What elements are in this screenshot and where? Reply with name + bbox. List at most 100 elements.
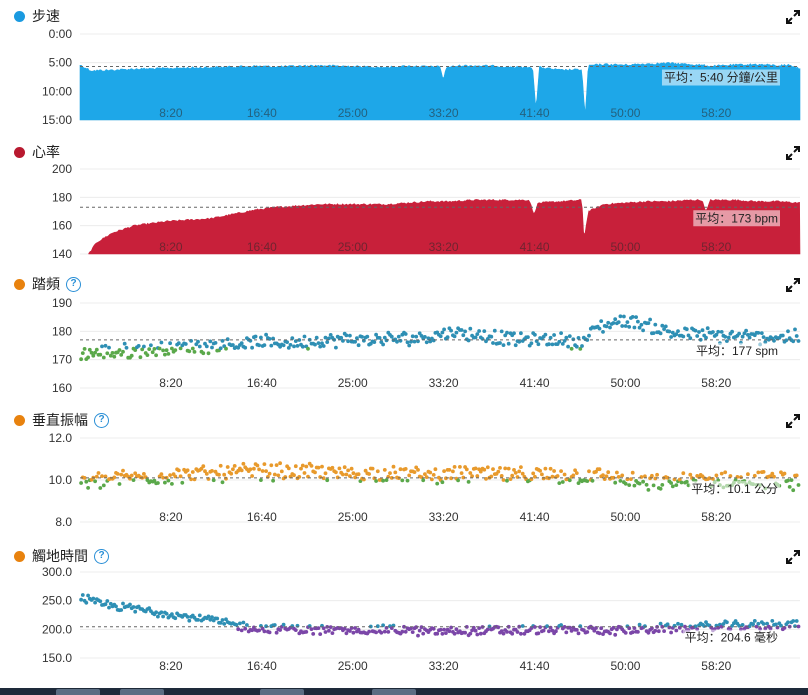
cadence-title: 踏頻 ? — [14, 274, 81, 294]
data-point — [440, 330, 445, 335]
data-point — [725, 620, 729, 625]
data-point — [192, 350, 197, 354]
data-point — [461, 475, 466, 480]
data-point — [761, 335, 766, 339]
data-point — [423, 472, 427, 476]
data-point — [325, 340, 330, 344]
data-point — [754, 624, 759, 629]
data-point — [384, 338, 389, 343]
expand-icon[interactable] — [786, 146, 800, 160]
data-point — [670, 484, 675, 489]
data-point — [304, 464, 309, 469]
data-point — [225, 337, 230, 342]
data-point — [122, 341, 127, 346]
taskbar-button[interactable] — [260, 689, 304, 695]
data-point — [110, 351, 115, 355]
x-tick-label: 25:00 — [338, 376, 368, 390]
data-point — [286, 466, 291, 471]
data-point — [442, 327, 446, 332]
taskbar-button[interactable] — [56, 689, 100, 695]
data-point — [98, 352, 103, 357]
data-point — [330, 465, 335, 470]
gct-title-text: 觸地時間 — [32, 548, 88, 564]
data-point — [786, 620, 790, 625]
data-point — [683, 624, 687, 629]
data-point — [679, 480, 684, 485]
data-point — [430, 477, 434, 482]
data-point — [412, 470, 417, 474]
data-point — [299, 466, 303, 471]
data-point — [752, 473, 757, 478]
data-point — [643, 624, 647, 628]
help-icon[interactable]: ? — [94, 548, 109, 564]
hr-title: 心率 — [14, 142, 60, 162]
data-point — [239, 468, 244, 473]
x-tick-label: 33:20 — [429, 510, 459, 524]
data-point — [592, 628, 597, 633]
pace-area — [79, 62, 801, 121]
expand-icon[interactable] — [786, 550, 800, 564]
data-point — [178, 346, 183, 351]
data-point — [506, 341, 511, 346]
data-point — [440, 631, 445, 636]
data-point — [515, 630, 520, 634]
help-icon[interactable]: ? — [94, 412, 109, 428]
data-point — [403, 332, 408, 336]
data-point — [293, 628, 298, 632]
data-point — [702, 624, 707, 628]
x-tick-label: 50:00 — [610, 510, 640, 524]
data-point — [541, 628, 546, 633]
data-point — [557, 481, 562, 485]
data-point — [637, 622, 642, 627]
data-point — [557, 339, 562, 344]
data-point — [197, 344, 202, 349]
data-point — [791, 488, 796, 493]
data-point — [342, 465, 347, 470]
data-point — [187, 349, 192, 354]
x-tick-label: 16:40 — [247, 240, 277, 254]
data-point — [400, 629, 405, 634]
data-point — [794, 473, 799, 478]
help-icon[interactable]: ? — [66, 276, 81, 292]
data-point — [779, 623, 783, 628]
data-point — [545, 624, 549, 628]
taskbar-button[interactable] — [120, 689, 164, 695]
data-point — [241, 620, 246, 625]
data-point — [627, 325, 632, 329]
x-tick-label: 33:20 — [429, 240, 459, 254]
data-point — [444, 631, 448, 635]
data-point — [763, 626, 768, 631]
cadence-title-text: 踏頻 — [32, 276, 60, 292]
data-point — [746, 333, 750, 337]
average-label-box — [661, 69, 780, 86]
data-point — [423, 335, 427, 339]
expand-icon[interactable] — [786, 414, 800, 428]
data-point — [739, 475, 743, 479]
expand-icon[interactable] — [786, 10, 800, 24]
data-point — [248, 467, 253, 472]
data-point — [632, 483, 637, 488]
data-point — [82, 476, 87, 480]
data-point — [239, 628, 244, 633]
data-point — [578, 347, 583, 351]
data-point — [374, 479, 378, 483]
data-point — [403, 629, 408, 634]
data-point — [768, 626, 773, 631]
data-point — [775, 625, 780, 630]
expand-icon[interactable] — [786, 278, 800, 292]
data-point — [217, 472, 221, 477]
data-point — [131, 478, 136, 482]
y-tick-label: 0:00 — [49, 27, 73, 41]
data-point — [405, 478, 410, 483]
data-point — [728, 474, 733, 478]
data-point — [327, 628, 331, 633]
taskbar-button[interactable] — [372, 689, 416, 695]
data-point — [670, 330, 675, 335]
data-point — [419, 475, 424, 479]
data-point — [103, 602, 108, 607]
y-tick-label: 180 — [52, 324, 72, 338]
data-point — [793, 624, 797, 628]
data-point — [510, 473, 515, 478]
data-point — [351, 630, 356, 635]
data-point — [382, 468, 387, 472]
